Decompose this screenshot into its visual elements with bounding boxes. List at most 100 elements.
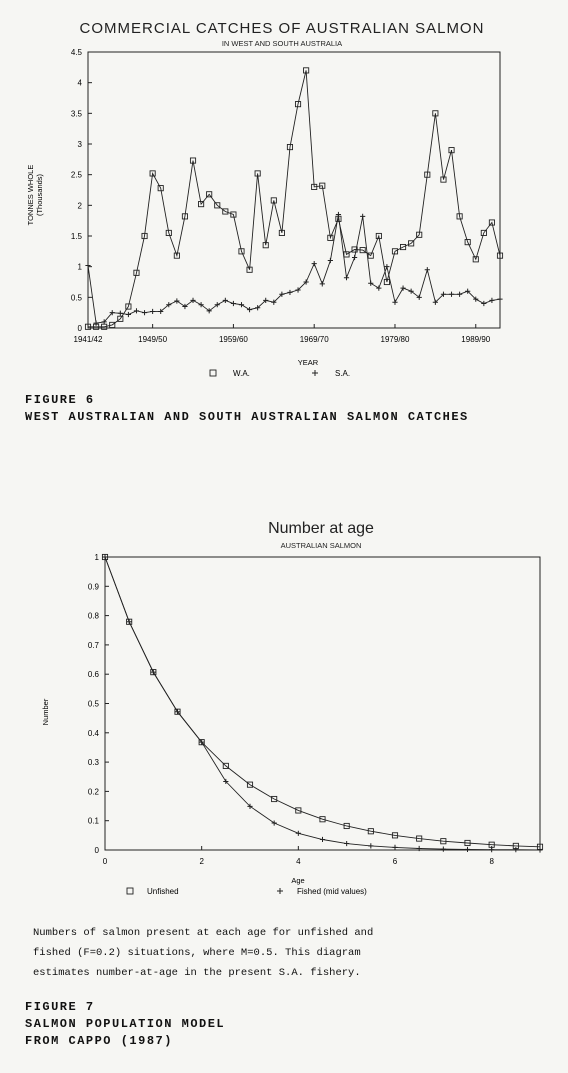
data-point bbox=[416, 835, 423, 842]
data-point bbox=[133, 308, 140, 314]
data-point bbox=[416, 294, 422, 300]
x-tick-label: 1979/80 bbox=[381, 335, 410, 344]
data-point bbox=[271, 299, 277, 305]
x-axis-label: Age bbox=[291, 876, 304, 885]
data-point bbox=[416, 845, 422, 852]
data-point bbox=[286, 144, 294, 151]
data-point bbox=[464, 239, 471, 246]
x-tick-label: 1969/70 bbox=[300, 335, 329, 344]
data-point bbox=[222, 297, 228, 303]
y-tick-label: 2.5 bbox=[71, 171, 83, 180]
figure6-label: FIGURE 6 bbox=[25, 393, 95, 407]
x-tick-label: 0 bbox=[103, 857, 108, 866]
data-point bbox=[335, 211, 342, 218]
data-point bbox=[368, 843, 374, 849]
number-at-age-chart: Number at age AUSTRALIAN SALMON 0 0.1 0.2 0.3… bbox=[41, 520, 544, 896]
data-point bbox=[457, 291, 463, 297]
x-tick-label: 2 bbox=[199, 857, 204, 866]
y-tick-label: 0.3 bbox=[88, 758, 100, 767]
data-point bbox=[198, 302, 204, 308]
description-line: estimates number-at-age in the present S… bbox=[33, 967, 361, 979]
y-tick-label: 2 bbox=[78, 201, 83, 210]
data-point bbox=[384, 264, 390, 270]
data-point bbox=[214, 202, 221, 209]
data-point bbox=[270, 197, 277, 204]
x-tick-label: 1959/60 bbox=[219, 335, 248, 344]
data-point bbox=[392, 299, 398, 305]
data-point bbox=[84, 323, 92, 330]
data-point bbox=[497, 296, 503, 302]
data-point bbox=[432, 299, 438, 305]
data-point bbox=[440, 846, 446, 852]
data-point bbox=[262, 242, 269, 249]
data-point bbox=[343, 822, 350, 830]
data-point bbox=[537, 847, 543, 853]
data-point bbox=[440, 176, 447, 183]
data-point bbox=[440, 291, 447, 297]
legend-marker bbox=[126, 887, 134, 895]
data-point bbox=[464, 839, 471, 847]
figure6-caption: WEST AUSTRALIAN AND SOUTH AUSTRALIAN SAL… bbox=[25, 410, 469, 424]
data-point bbox=[230, 300, 237, 307]
chart-title: COMMERCIAL CATCHES OF AUSTRALIAN SALMON bbox=[80, 20, 485, 37]
data-point bbox=[230, 211, 237, 218]
data-point bbox=[101, 319, 107, 325]
description-line: Numbers of salmon present at each age fo… bbox=[33, 927, 374, 939]
data-point bbox=[400, 243, 407, 251]
data-point bbox=[133, 269, 140, 276]
data-point bbox=[303, 279, 309, 285]
data-point bbox=[278, 229, 285, 236]
x-tick-label: 1989/90 bbox=[461, 335, 490, 344]
y-tick-label: 0.4 bbox=[88, 729, 100, 738]
y-tick-label: 0.8 bbox=[88, 612, 100, 621]
data-point bbox=[351, 254, 358, 261]
data-point bbox=[440, 838, 447, 845]
data-point bbox=[488, 219, 495, 226]
data-point bbox=[392, 844, 398, 850]
x-tick-label: 4 bbox=[296, 857, 301, 866]
data-point bbox=[344, 840, 350, 847]
data-point bbox=[311, 261, 317, 267]
y-tick-label: 0.2 bbox=[88, 787, 100, 796]
data-point bbox=[319, 182, 326, 189]
data-point bbox=[424, 171, 431, 178]
data-point bbox=[126, 619, 132, 625]
data-point bbox=[287, 289, 293, 296]
legend-label: W.A. bbox=[233, 369, 250, 378]
legend-label: Unfished bbox=[147, 887, 179, 896]
data-point bbox=[391, 832, 399, 839]
data-point bbox=[141, 310, 148, 316]
y-tick-label: 1.5 bbox=[71, 232, 83, 241]
data-point bbox=[279, 291, 285, 297]
y-axis-label: Number bbox=[41, 698, 50, 725]
data-point bbox=[174, 298, 180, 304]
y-tick-label: 4 bbox=[78, 79, 83, 88]
salmon-catch-chart: COMMERCIAL CATCHES OF AUSTRALIAN SALMON I… bbox=[26, 20, 504, 378]
data-point bbox=[214, 302, 220, 308]
data-point bbox=[343, 275, 350, 281]
data-point bbox=[254, 170, 261, 177]
data-point bbox=[416, 231, 423, 238]
data-point bbox=[150, 669, 156, 675]
data-point bbox=[472, 256, 479, 263]
y-tick-label: 0.9 bbox=[88, 582, 100, 591]
data-point bbox=[182, 303, 188, 310]
data-point bbox=[109, 310, 115, 316]
data-point bbox=[513, 847, 519, 853]
series-line-unfished bbox=[104, 556, 541, 848]
data-point bbox=[158, 308, 164, 315]
data-point bbox=[109, 321, 116, 328]
data-point bbox=[424, 267, 430, 273]
data-point bbox=[295, 287, 301, 293]
data-point bbox=[85, 262, 91, 269]
y-tick-label: 3 bbox=[78, 140, 83, 149]
plot-frame bbox=[104, 556, 541, 851]
data-point bbox=[238, 302, 245, 308]
y-tick-label: 0.5 bbox=[88, 700, 100, 709]
data-point bbox=[93, 320, 99, 326]
data-point bbox=[489, 297, 495, 303]
data-point bbox=[448, 147, 455, 154]
data-point bbox=[432, 110, 439, 117]
data-point bbox=[125, 311, 131, 318]
data-point bbox=[359, 247, 366, 254]
